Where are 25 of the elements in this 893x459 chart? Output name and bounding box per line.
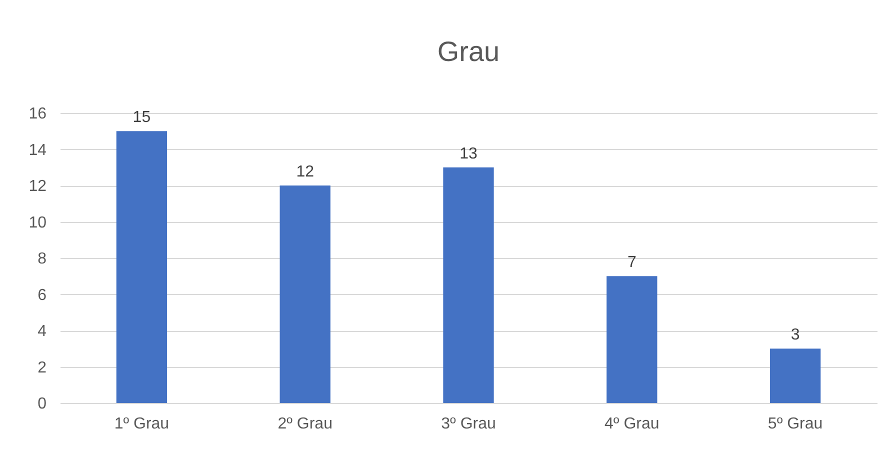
y-tick-label: 10: [28, 214, 47, 232]
chart-title: Grau: [437, 36, 500, 67]
x-tick-label: 5º Grau: [768, 416, 823, 432]
x-tick-label: 3º Grau: [441, 416, 496, 432]
x-tick-label: 1º Grau: [114, 416, 170, 432]
bar: [116, 131, 168, 403]
y-tick-label: 0: [38, 396, 47, 412]
x-tick-label: 2º Grau: [278, 416, 332, 432]
data-label: 13: [460, 145, 478, 162]
data-label: 3: [790, 326, 800, 344]
bar: [770, 348, 821, 403]
y-tick-label: 12: [28, 178, 47, 195]
y-tick-label: 8: [38, 250, 47, 268]
y-tick-label: 16: [28, 106, 47, 122]
bar: [606, 276, 658, 403]
bar: [443, 167, 494, 403]
data-label: 12: [296, 164, 314, 180]
y-tick-label: 4: [38, 323, 47, 340]
x-tick-label: 4º Grau: [604, 416, 660, 432]
y-tick-label: 2: [38, 359, 47, 376]
data-label: 7: [627, 254, 636, 272]
y-tick-label: 14: [28, 142, 47, 159]
bar: [280, 186, 330, 403]
y-tick-label: 6: [38, 286, 47, 304]
data-label: 15: [132, 109, 151, 126]
